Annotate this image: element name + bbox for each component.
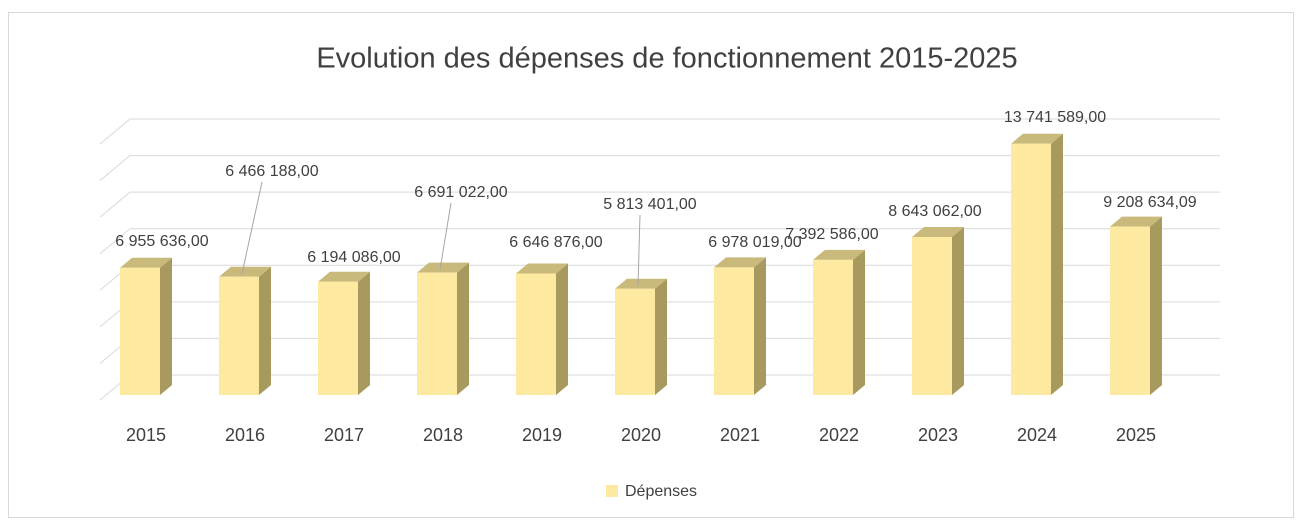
x-tick-label: 2021 xyxy=(720,425,760,445)
x-tick-label: 2016 xyxy=(225,425,265,445)
data-label: 9 208 634,09 xyxy=(1103,194,1197,211)
data-label: 13 741 589,00 xyxy=(1004,109,1106,126)
grid-line-side xyxy=(99,118,131,145)
bar-side xyxy=(358,271,370,395)
bar xyxy=(120,267,160,395)
bar-top xyxy=(1011,133,1063,144)
bar-side xyxy=(853,249,865,395)
bar-top xyxy=(615,278,667,289)
data-label: 6 466 188,00 xyxy=(225,163,319,180)
bar xyxy=(813,259,853,395)
x-tick-label: 2018 xyxy=(423,425,463,445)
bar xyxy=(219,276,259,395)
grid-line-side xyxy=(99,191,131,218)
bar-side xyxy=(259,266,271,395)
bar xyxy=(615,288,655,395)
bar-side xyxy=(160,257,172,395)
bar-top xyxy=(813,249,865,260)
bar xyxy=(714,267,754,395)
data-label: 6 691 022,00 xyxy=(414,184,508,201)
x-tick-label: 2024 xyxy=(1017,425,1057,445)
bar-top xyxy=(120,257,172,268)
data-label: 6 646 876,00 xyxy=(509,234,603,251)
x-tick-label: 2015 xyxy=(126,425,166,445)
bar-top xyxy=(219,266,271,277)
bar-top xyxy=(318,271,370,282)
leader-line xyxy=(637,214,641,286)
leader-line xyxy=(241,181,263,274)
bar-side xyxy=(556,263,568,395)
bar-side xyxy=(952,226,964,395)
x-tick-label: 2025 xyxy=(1116,425,1156,445)
data-label: 6 194 086,00 xyxy=(307,249,401,266)
x-tick-label: 2019 xyxy=(522,425,562,445)
grid-line-side xyxy=(99,155,131,181)
bar-top xyxy=(1110,216,1162,227)
bar xyxy=(1110,226,1150,395)
data-label: 7 392 586,00 xyxy=(785,226,879,243)
bar xyxy=(1011,143,1051,395)
data-label: 6 955 636,00 xyxy=(115,233,209,250)
bar xyxy=(318,281,358,395)
data-label: 8 643 062,00 xyxy=(888,203,982,220)
bar-top xyxy=(714,257,766,268)
chart-title: Evolution des dépenses de fonctionnement… xyxy=(316,43,1017,75)
legend-swatch xyxy=(606,485,618,497)
bar-top xyxy=(516,263,568,274)
data-label: 6 978 019,00 xyxy=(708,234,802,251)
bar xyxy=(912,236,952,395)
x-tick-label: 2020 xyxy=(621,425,661,445)
legend-label: Dépenses xyxy=(625,483,697,500)
bar-side xyxy=(1150,216,1162,395)
x-tick-label: 2022 xyxy=(819,425,859,445)
bar-top xyxy=(912,226,964,237)
leader-line xyxy=(439,202,452,270)
x-tick-label: 2017 xyxy=(324,425,364,445)
bar-side xyxy=(655,278,667,395)
bar xyxy=(417,272,457,395)
data-label: 5 813 401,00 xyxy=(603,196,697,213)
bar xyxy=(516,273,556,395)
grid-line-side xyxy=(99,228,131,255)
x-tick-label: 2023 xyxy=(918,425,958,445)
bar-side xyxy=(457,262,469,395)
bar-side xyxy=(754,257,766,395)
bar-top xyxy=(417,262,469,273)
bar-side xyxy=(1051,133,1063,396)
